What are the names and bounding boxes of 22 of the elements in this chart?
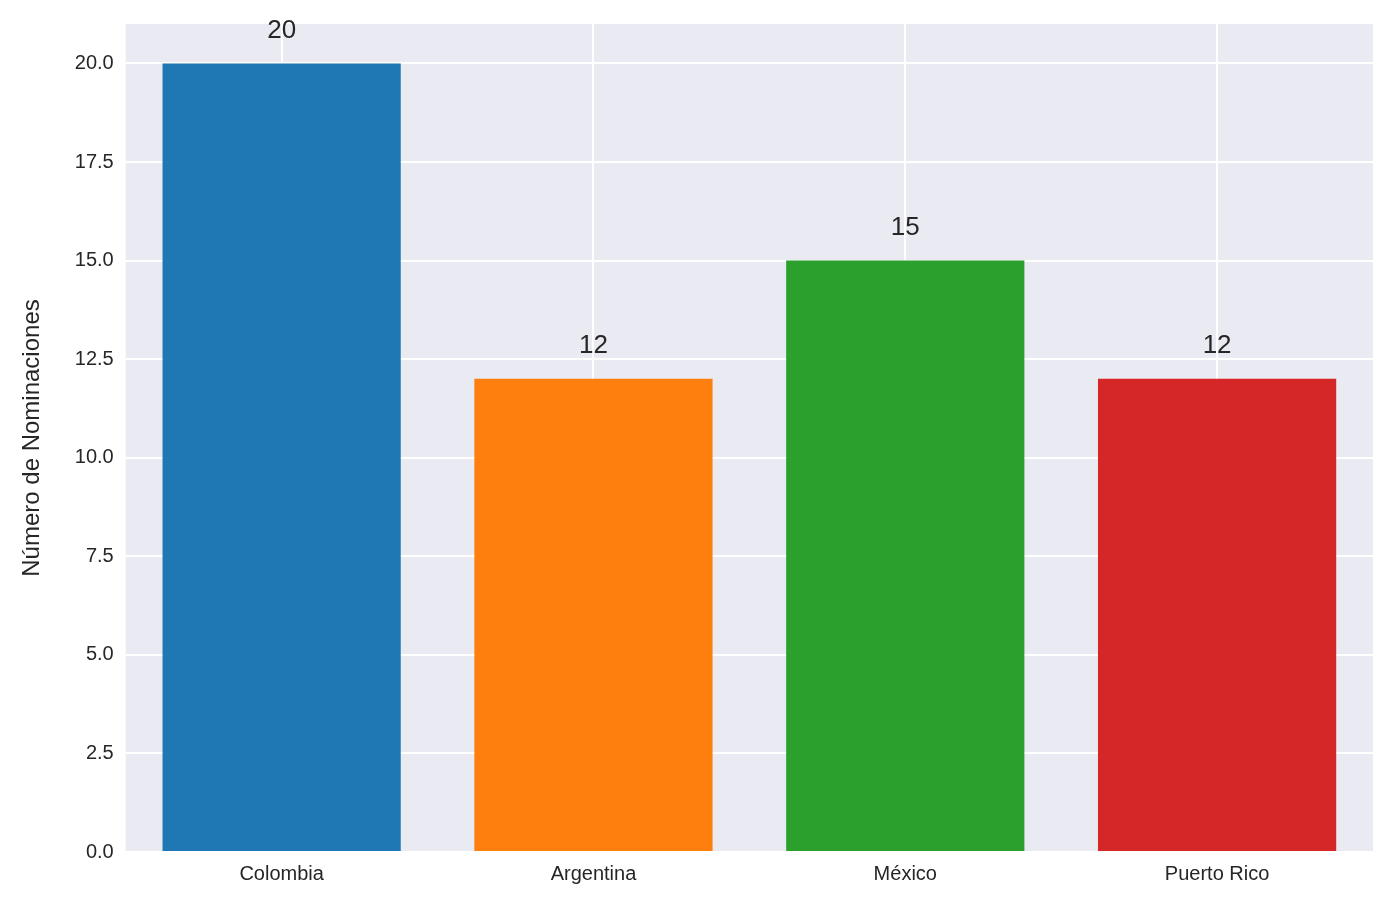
x-tick-label: Puerto Rico (1164, 861, 1270, 884)
bar (1097, 378, 1337, 851)
y-tick-label: 12.5 (74, 346, 114, 369)
data-label: 15 (890, 210, 920, 241)
y-tick-label: 17.5 (74, 149, 114, 172)
data-label: 20 (267, 13, 297, 44)
bar (474, 378, 713, 851)
x-tick-label: Colombia (239, 861, 325, 884)
bar (786, 260, 1025, 851)
y-tick-label: 5.0 (85, 642, 114, 665)
x-tick-label: México (873, 861, 937, 884)
y-tick-label: 20.0 (74, 50, 114, 73)
x-tick-label: Argentina (550, 861, 638, 884)
y-tick-label: 7.5 (85, 543, 114, 566)
y-tick-label: 10.0 (74, 445, 114, 468)
y-tick-label: 2.5 (85, 740, 114, 763)
y-tick-label: 0.0 (85, 839, 114, 862)
data-label: 12 (578, 329, 608, 360)
y-axis-title: Número de Nominaciones (17, 299, 45, 577)
bar (162, 63, 401, 851)
data-label: 12 (1202, 329, 1232, 360)
y-tick-label: 15.0 (74, 248, 114, 271)
